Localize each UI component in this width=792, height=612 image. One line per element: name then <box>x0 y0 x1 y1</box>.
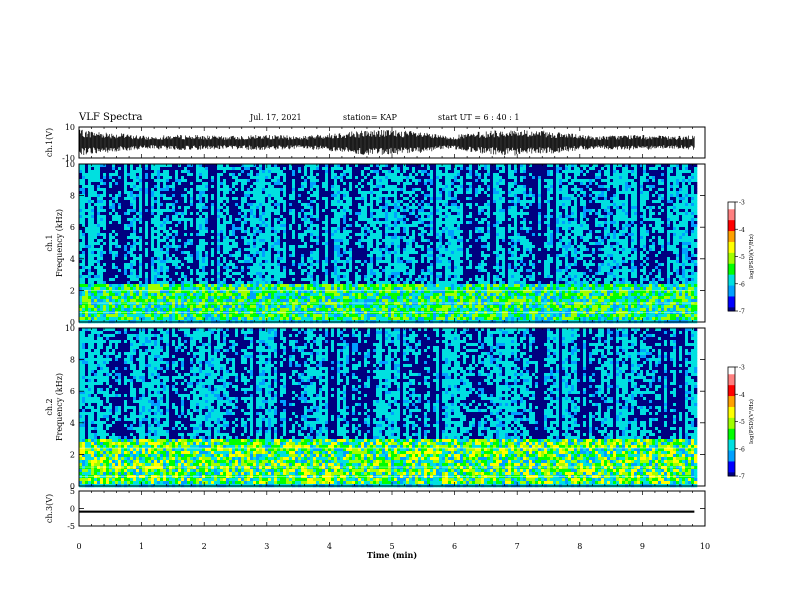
ch3-waveform-ytick-label: -5 <box>67 522 75 531</box>
ch1-waveform-ylabel: ch.1(V) <box>45 128 54 157</box>
ch2-spectrogram-ylabel: ch.2 <box>45 398 54 415</box>
ch3-waveform-ytick-label: 5 <box>70 487 75 496</box>
ch2-colorbar-tick-label: -5 <box>739 419 745 426</box>
ch2-spectrogram-ytick-label: 2 <box>70 450 75 459</box>
ch1-spectrogram-ytick-label: 2 <box>70 286 75 295</box>
ch2-colorbar-tick-label: -4 <box>739 392 745 399</box>
ch2-colorbar-tick-label: -7 <box>739 474 745 481</box>
time-tick-label: 1 <box>139 542 144 551</box>
ch1-colorbar-tick-label: -6 <box>739 281 745 288</box>
time-tick-label: 8 <box>577 542 582 551</box>
ch1-colorbar-label: log(PSD)(V²/Hz) <box>748 234 755 279</box>
time-axis-label: Time (min) <box>367 550 417 560</box>
time-tick-label: 2 <box>202 542 207 551</box>
ch1-colorbar-tick-label: -7 <box>739 309 745 316</box>
ch1-colorbar-tick-label: -3 <box>739 200 745 207</box>
ch1-colorbar-tick-label: -4 <box>739 227 745 234</box>
ch1-spectrogram-ytick-label: 8 <box>70 192 75 201</box>
ch1-colorbar-tick-label: -5 <box>739 254 745 261</box>
ch2-spectrogram-ytick-label: 10 <box>65 324 75 333</box>
ch2-colorbar-tick-label: -6 <box>739 446 745 453</box>
ch2-colorbar-tick-label: -3 <box>739 365 745 372</box>
ch3-waveform-ylabel: ch.3(V) <box>45 494 54 523</box>
ch3-waveform-panel: 5 0 -5 ch.3(V) <box>45 487 705 531</box>
ch2-colorbar-label: log(PSD)(V²/Hz) <box>748 399 755 444</box>
time-tick-label: 10 <box>700 542 710 551</box>
ch1-spectrogram-ylabel: ch.1 <box>45 234 54 251</box>
ch3-waveform-trace <box>79 511 694 513</box>
ch1-spectrogram-ylabel-line2: Frequency (kHz) <box>55 209 64 277</box>
time-tick-label: 7 <box>515 542 520 551</box>
time-tick-label: 4 <box>327 542 332 551</box>
ch2-spectrogram-ytick-label: 6 <box>70 387 75 396</box>
ch1-spectrogram-ytick-label: 10 <box>65 160 75 169</box>
ch2-spectrogram-ylabel-line2: Frequency (kHz) <box>55 373 64 441</box>
ch1-waveform-ytick-label: 10 <box>65 123 75 132</box>
ch1-spectrogram-ytick-label: 4 <box>70 255 75 264</box>
ch1-waveform-trace <box>79 130 694 156</box>
time-tick-label: 6 <box>452 542 457 551</box>
vlf-spectra-figure: 10-10ch.1(V) 0246810ch.1 Frequency (kHz) … <box>0 0 792 612</box>
time-tick-label: 0 <box>76 542 81 551</box>
ch2-spectrogram-ytick-label: 4 <box>70 419 75 428</box>
ch1-spectrogram-ytick-label: 6 <box>70 223 75 232</box>
time-tick-label: 3 <box>264 542 269 551</box>
ch3-waveform-frame <box>79 491 705 526</box>
ch3-waveform-ytick-label: 0 <box>70 505 75 514</box>
ch2-spectrogram-ytick-label: 8 <box>70 356 75 365</box>
ch2-colorbar: -3 -4 -5 -6 -7 log(PSD)(V²/Hz) <box>728 365 755 481</box>
ch1-colorbar: -3 -4 -5 -6 -7 log(PSD)(V²/Hz) <box>728 200 755 316</box>
time-tick-label: 9 <box>640 542 645 551</box>
